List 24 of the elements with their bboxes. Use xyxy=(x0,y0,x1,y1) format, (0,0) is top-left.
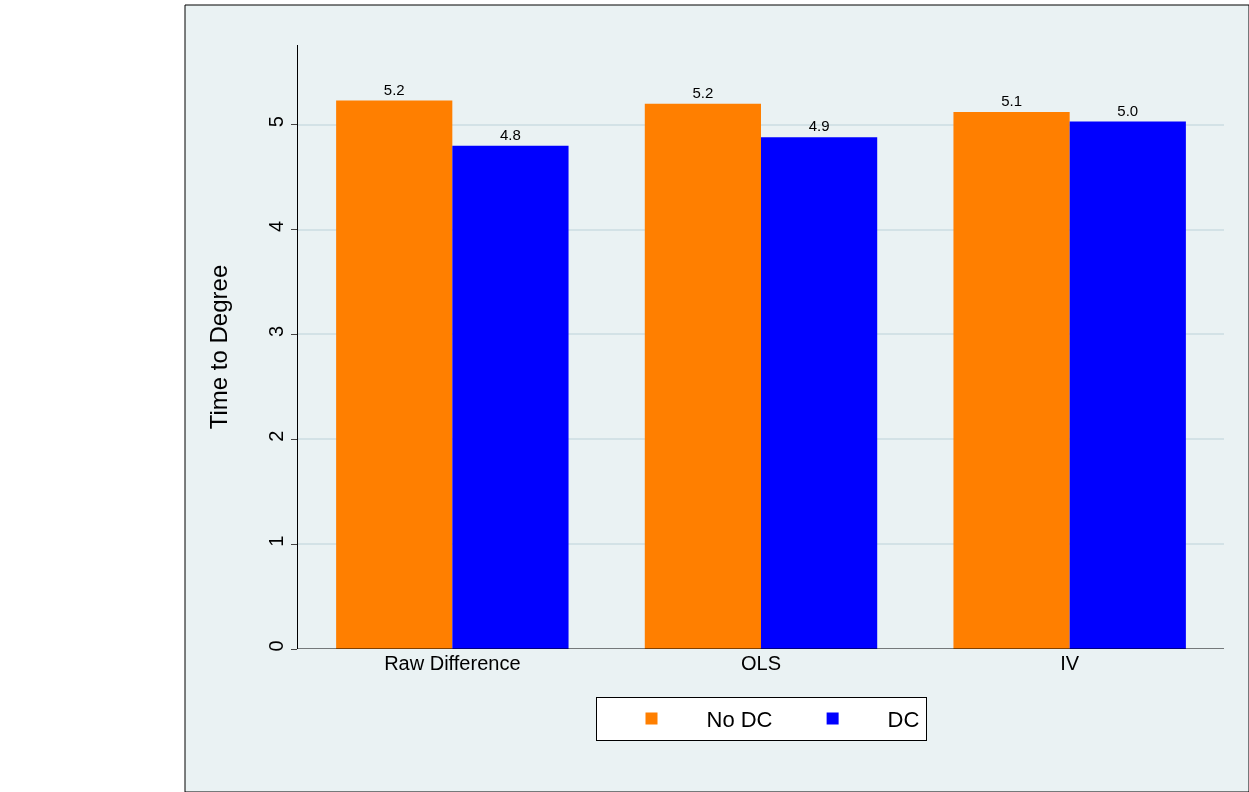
bar xyxy=(452,145,569,649)
bar xyxy=(336,100,453,649)
y-tick-label: 3 xyxy=(265,325,287,337)
bar xyxy=(761,137,878,649)
y-axis-title: Time to Degree xyxy=(205,264,233,430)
x-tick-label: IV xyxy=(1060,652,1080,674)
bar xyxy=(953,112,1070,649)
y-tick-label: 2 xyxy=(265,430,287,442)
y-tick-label: 4 xyxy=(265,221,287,233)
data-label: 5.0 xyxy=(1117,101,1139,119)
bar xyxy=(644,103,761,649)
data-label: 4.9 xyxy=(808,117,830,135)
bar xyxy=(1069,121,1186,649)
y-tick-label: 0 xyxy=(265,640,287,652)
x-tick-label: Raw Difference xyxy=(384,652,521,674)
legend-label: No DC xyxy=(706,707,773,733)
data-label: 5.2 xyxy=(383,80,405,98)
y-tick-label: 1 xyxy=(265,535,287,547)
data-label: 5.1 xyxy=(1001,92,1022,110)
data-label: 5.2 xyxy=(692,83,714,101)
legend-label: DC xyxy=(887,707,920,733)
y-tick-label: 5 xyxy=(265,116,287,128)
x-tick-label: OLS xyxy=(740,652,782,674)
data-label: 4.8 xyxy=(500,125,521,143)
